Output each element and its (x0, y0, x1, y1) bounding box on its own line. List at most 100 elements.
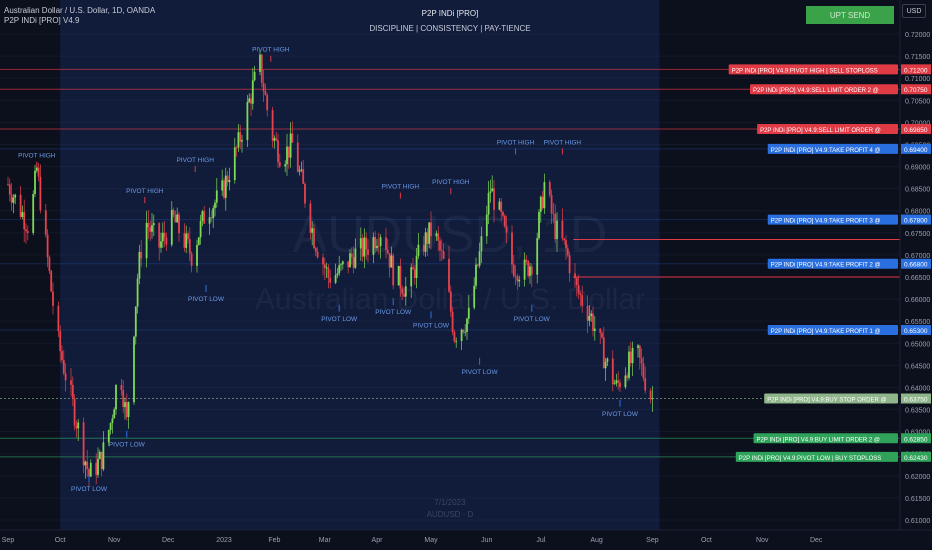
candle-body (467, 307, 470, 319)
candle-body (574, 273, 576, 279)
candle-body (19, 194, 22, 218)
candle-body (401, 288, 404, 294)
time-tick-label: Sep (646, 537, 659, 544)
currency-button[interactable]: USD (902, 4, 926, 18)
candle-body (386, 250, 389, 254)
level-label-box (728, 64, 898, 75)
time-axis[interactable]: Sep Oct Nov Dec 2023 Feb Mar Apr May Jun Jul Aug Sep… (2, 537, 823, 544)
candle-body (379, 237, 382, 246)
candle-body (626, 375, 629, 378)
candle-body (323, 264, 326, 269)
candle-body (568, 255, 571, 274)
time-tick-label: Apr (372, 537, 384, 544)
candle-body (505, 226, 508, 233)
symbol-title[interactable]: Australian Dollar / U.S. Dollar, 1D, OAN… (4, 6, 156, 15)
candle-body (437, 233, 440, 241)
time-tick-label: Oct (55, 537, 66, 544)
candle-body (152, 223, 155, 226)
candle-body (107, 430, 110, 443)
candle-body (514, 275, 517, 277)
candle-body (449, 291, 452, 312)
candle-body (199, 220, 202, 238)
candle-body (75, 425, 78, 429)
candle-body (266, 95, 269, 111)
candle-body (561, 220, 564, 239)
candle-body (133, 336, 135, 403)
level-price-text: 0.69400 (904, 147, 928, 154)
candle-body (34, 170, 36, 195)
candle-body (363, 237, 366, 257)
candle-body (550, 195, 553, 214)
candle-body (188, 239, 191, 254)
candle-body (287, 146, 290, 158)
candle-body (399, 265, 402, 289)
price-axis[interactable]: 0.720000.715000.710000.705000.700000.695… (905, 32, 930, 525)
candle-body (134, 306, 137, 337)
level-label-text: P2P INDi [PRO] V4.9:TAKE PROFIT 2 @ (771, 263, 881, 269)
candle-body (127, 402, 130, 418)
price-tick-label: 0.67500 (905, 231, 930, 238)
candle-body (361, 238, 364, 257)
candle-body (136, 278, 139, 307)
candle-body (478, 251, 481, 266)
candle-body (278, 162, 281, 167)
candle-body (604, 361, 607, 369)
indicator-name[interactable]: P2P INDi [PRO] V4.9 (4, 16, 80, 25)
candle-body (161, 232, 164, 242)
candle-body (147, 222, 150, 228)
candle-body (590, 313, 593, 317)
candle-body (187, 233, 189, 240)
candle-body (439, 240, 441, 251)
price-tick-label: 0.65500 (905, 319, 930, 326)
candle-body (426, 232, 429, 244)
highlight-band (60, 0, 660, 530)
candle-body (313, 228, 315, 249)
candle-body (235, 147, 238, 149)
level-price-text: 0.62430 (904, 455, 928, 462)
level-price-box (901, 258, 931, 269)
level-label-text: P2P INDi [PRO] V4.9:SELL LIMIT ORDER 2 @ (753, 88, 879, 94)
candle-body (221, 180, 224, 191)
price-tick-label: 0.72000 (905, 32, 930, 39)
candle-body (111, 418, 114, 424)
upt-send-button[interactable]: UPT SEND (806, 6, 894, 24)
candle-body (304, 183, 306, 204)
candle-body (100, 451, 103, 470)
candle-body (302, 169, 305, 184)
candle-body (224, 175, 227, 198)
candle-body (149, 227, 152, 232)
candle-body (390, 255, 393, 268)
candle-body (464, 331, 467, 333)
price-tick-label: 0.69000 (905, 165, 930, 172)
candle-body (248, 98, 251, 103)
candle-body (325, 267, 328, 269)
candle-body (70, 380, 72, 385)
pivot-low-label: PIVOT LOW (462, 369, 499, 376)
level-price-box (901, 143, 931, 154)
time-tick-label: Nov (108, 537, 121, 544)
candle-body (352, 257, 355, 268)
candle-body (309, 203, 312, 233)
candle-body (644, 378, 647, 391)
candle-body (543, 182, 546, 209)
candle-body (170, 209, 173, 245)
watermark-name: Australian Dollar / U.S. Dollar (254, 283, 646, 316)
candle-body (228, 179, 231, 183)
candle-body (487, 193, 490, 215)
price-tick-label: 0.66000 (905, 297, 930, 304)
candle-body (502, 211, 504, 216)
level-label-text: P2P INDi [PRO] V4.9:BUY LIMIT ORDER 2 @ (757, 437, 880, 443)
candle-body (289, 133, 292, 158)
candle-body (158, 223, 161, 248)
candle-body (349, 253, 351, 268)
candle-body (316, 251, 319, 258)
candle-body (124, 402, 126, 408)
price-tick-label: 0.62000 (905, 474, 930, 481)
price-tick-label: 0.67000 (905, 253, 930, 260)
candle-body (341, 261, 344, 265)
time-tick-label: 2023 (216, 537, 232, 544)
level-price-box (901, 325, 931, 336)
candle-body (448, 258, 450, 292)
pivot-high-label: PIVOT HIGH (252, 47, 290, 54)
